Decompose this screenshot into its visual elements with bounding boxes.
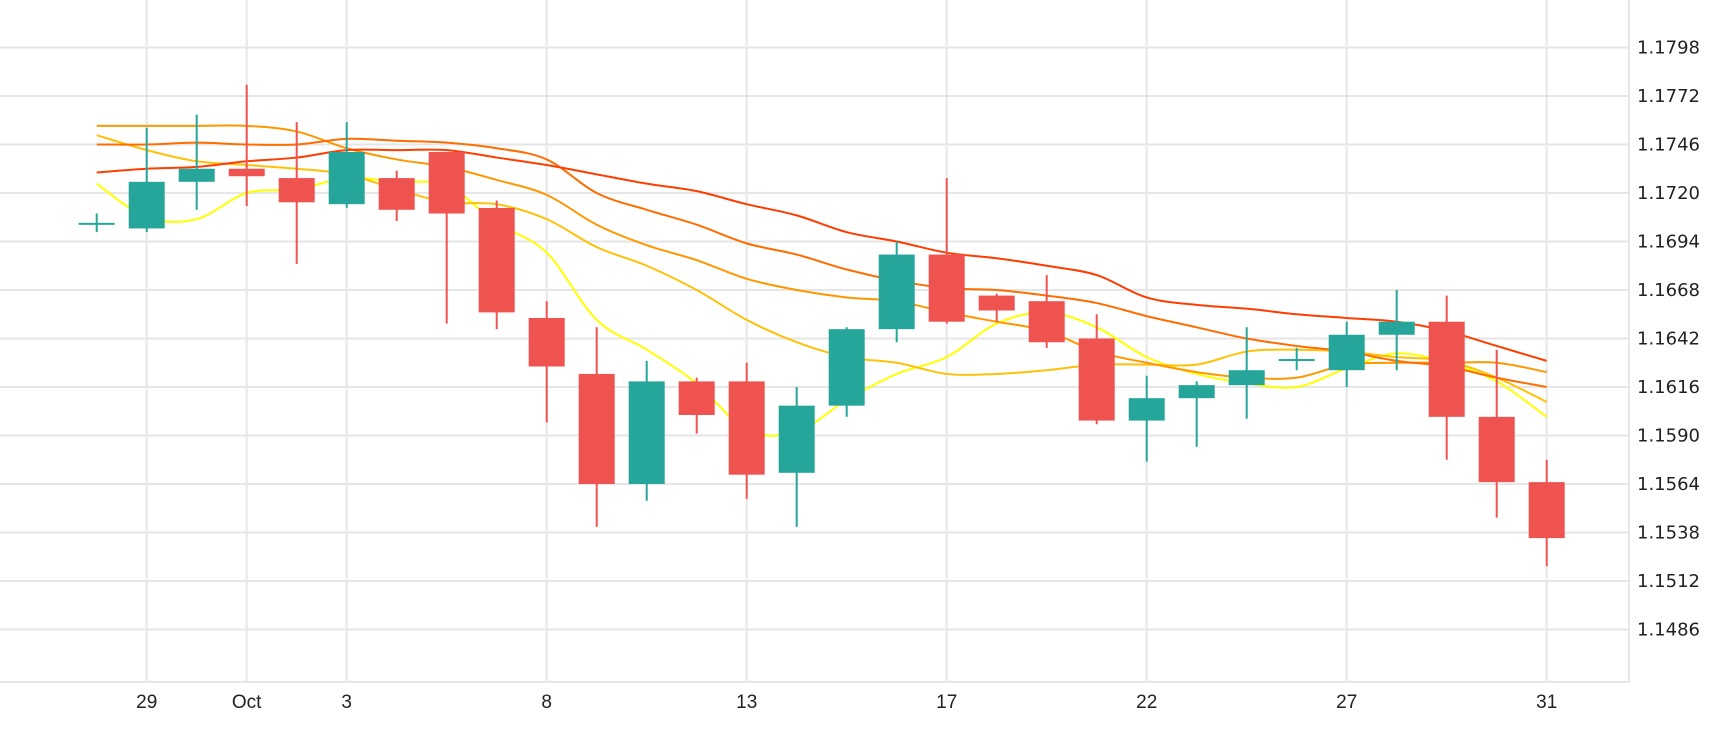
candle-body bbox=[1478, 416, 1515, 483]
candle bbox=[678, 377, 715, 434]
y-tick-label: 1.1486 bbox=[1637, 620, 1700, 641]
candle bbox=[78, 213, 115, 233]
candle bbox=[1378, 290, 1415, 371]
candle bbox=[1428, 295, 1465, 460]
y-tick-label: 1.1538 bbox=[1637, 523, 1700, 544]
candle bbox=[228, 84, 265, 207]
candle-body bbox=[828, 329, 865, 406]
candle-body bbox=[328, 151, 365, 205]
x-tick-label: 17 bbox=[936, 692, 957, 713]
candle-body bbox=[178, 168, 215, 182]
candle-body bbox=[128, 181, 165, 229]
candle bbox=[1278, 347, 1315, 371]
candle bbox=[1178, 381, 1215, 447]
moving-averages bbox=[96, 124, 1548, 437]
y-tick-label: 1.1668 bbox=[1637, 280, 1700, 301]
candle-body bbox=[278, 178, 315, 203]
y-axis: 1.1798 1.1772 1.1746 1.1720 1.1694 1.1668 1.16… bbox=[1637, 38, 1700, 641]
candle bbox=[978, 293, 1015, 322]
candle bbox=[878, 241, 915, 343]
candle-body bbox=[928, 254, 965, 322]
candle-body bbox=[1078, 338, 1115, 421]
x-tick-label: 29 bbox=[136, 692, 157, 713]
candle bbox=[628, 360, 665, 501]
candle-body bbox=[678, 381, 715, 415]
candle-body bbox=[478, 207, 515, 313]
y-tick-label: 1.1746 bbox=[1637, 135, 1700, 156]
candle-body bbox=[1128, 398, 1165, 421]
candle bbox=[1078, 314, 1115, 425]
y-tick-label: 1.1720 bbox=[1637, 183, 1700, 204]
x-tick-label: 31 bbox=[1536, 692, 1557, 713]
candle bbox=[1528, 459, 1565, 567]
candle-body bbox=[628, 381, 665, 484]
candle-body bbox=[78, 222, 115, 225]
candle-body bbox=[778, 405, 815, 473]
candle bbox=[928, 178, 965, 324]
y-tick-label: 1.1512 bbox=[1637, 571, 1700, 592]
moving-average-line bbox=[96, 124, 1547, 380]
x-tick-label: 3 bbox=[341, 692, 352, 713]
grid bbox=[0, 0, 1630, 683]
candle-body bbox=[1328, 334, 1365, 371]
candle bbox=[1028, 275, 1065, 348]
y-tick-label: 1.1590 bbox=[1637, 426, 1700, 447]
x-tick-label: 13 bbox=[736, 692, 757, 713]
candle bbox=[178, 114, 215, 210]
candle bbox=[428, 151, 465, 324]
moving-average-line bbox=[96, 176, 1548, 437]
candles bbox=[78, 84, 1565, 567]
candle bbox=[1328, 321, 1365, 387]
candle bbox=[828, 327, 865, 417]
candle bbox=[1228, 327, 1265, 419]
candle bbox=[1128, 375, 1165, 462]
y-tick-label: 1.1772 bbox=[1637, 86, 1700, 107]
y-tick-label: 1.1616 bbox=[1637, 377, 1700, 398]
candle-body bbox=[978, 295, 1015, 311]
candle-body bbox=[378, 178, 415, 210]
x-tick-label: Oct bbox=[232, 692, 262, 713]
moving-average-line bbox=[96, 137, 1547, 388]
x-tick-label: 22 bbox=[1136, 692, 1157, 713]
y-tick-label: 1.1642 bbox=[1637, 329, 1700, 350]
candle bbox=[378, 170, 415, 221]
candle bbox=[128, 127, 165, 233]
candle-body bbox=[1028, 301, 1065, 343]
y-tick-label: 1.1564 bbox=[1637, 474, 1700, 495]
candle bbox=[578, 327, 615, 527]
candle-body bbox=[428, 151, 465, 214]
moving-average-line bbox=[96, 148, 1547, 362]
candle bbox=[778, 387, 815, 527]
candle-body bbox=[1428, 321, 1465, 417]
x-tick-label: 8 bbox=[541, 692, 552, 713]
candle bbox=[528, 301, 565, 423]
candle-body bbox=[728, 381, 765, 475]
x-axis: 29 Oct 3 8 13 17 22 27 31 bbox=[136, 692, 1557, 713]
candle-body bbox=[1178, 385, 1215, 399]
x-tick-label: 27 bbox=[1336, 692, 1357, 713]
candle bbox=[478, 200, 515, 330]
candle bbox=[278, 122, 315, 264]
candle-body bbox=[1278, 359, 1315, 362]
candle-body bbox=[878, 254, 915, 330]
candle bbox=[1478, 349, 1515, 518]
y-tick-label: 1.1798 bbox=[1637, 38, 1700, 59]
candle-body bbox=[528, 317, 565, 367]
candle-body bbox=[228, 168, 265, 177]
candle-body bbox=[1378, 321, 1415, 335]
candle bbox=[328, 122, 365, 208]
y-tick-label: 1.1694 bbox=[1637, 232, 1700, 253]
candle-body bbox=[1228, 370, 1265, 386]
candle-body bbox=[1528, 482, 1565, 539]
candle-body bbox=[578, 373, 615, 484]
candle bbox=[728, 362, 765, 499]
